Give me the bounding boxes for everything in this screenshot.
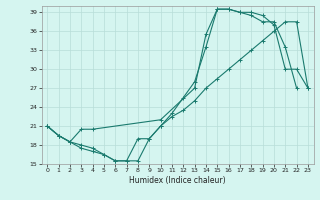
X-axis label: Humidex (Indice chaleur): Humidex (Indice chaleur) xyxy=(129,176,226,185)
